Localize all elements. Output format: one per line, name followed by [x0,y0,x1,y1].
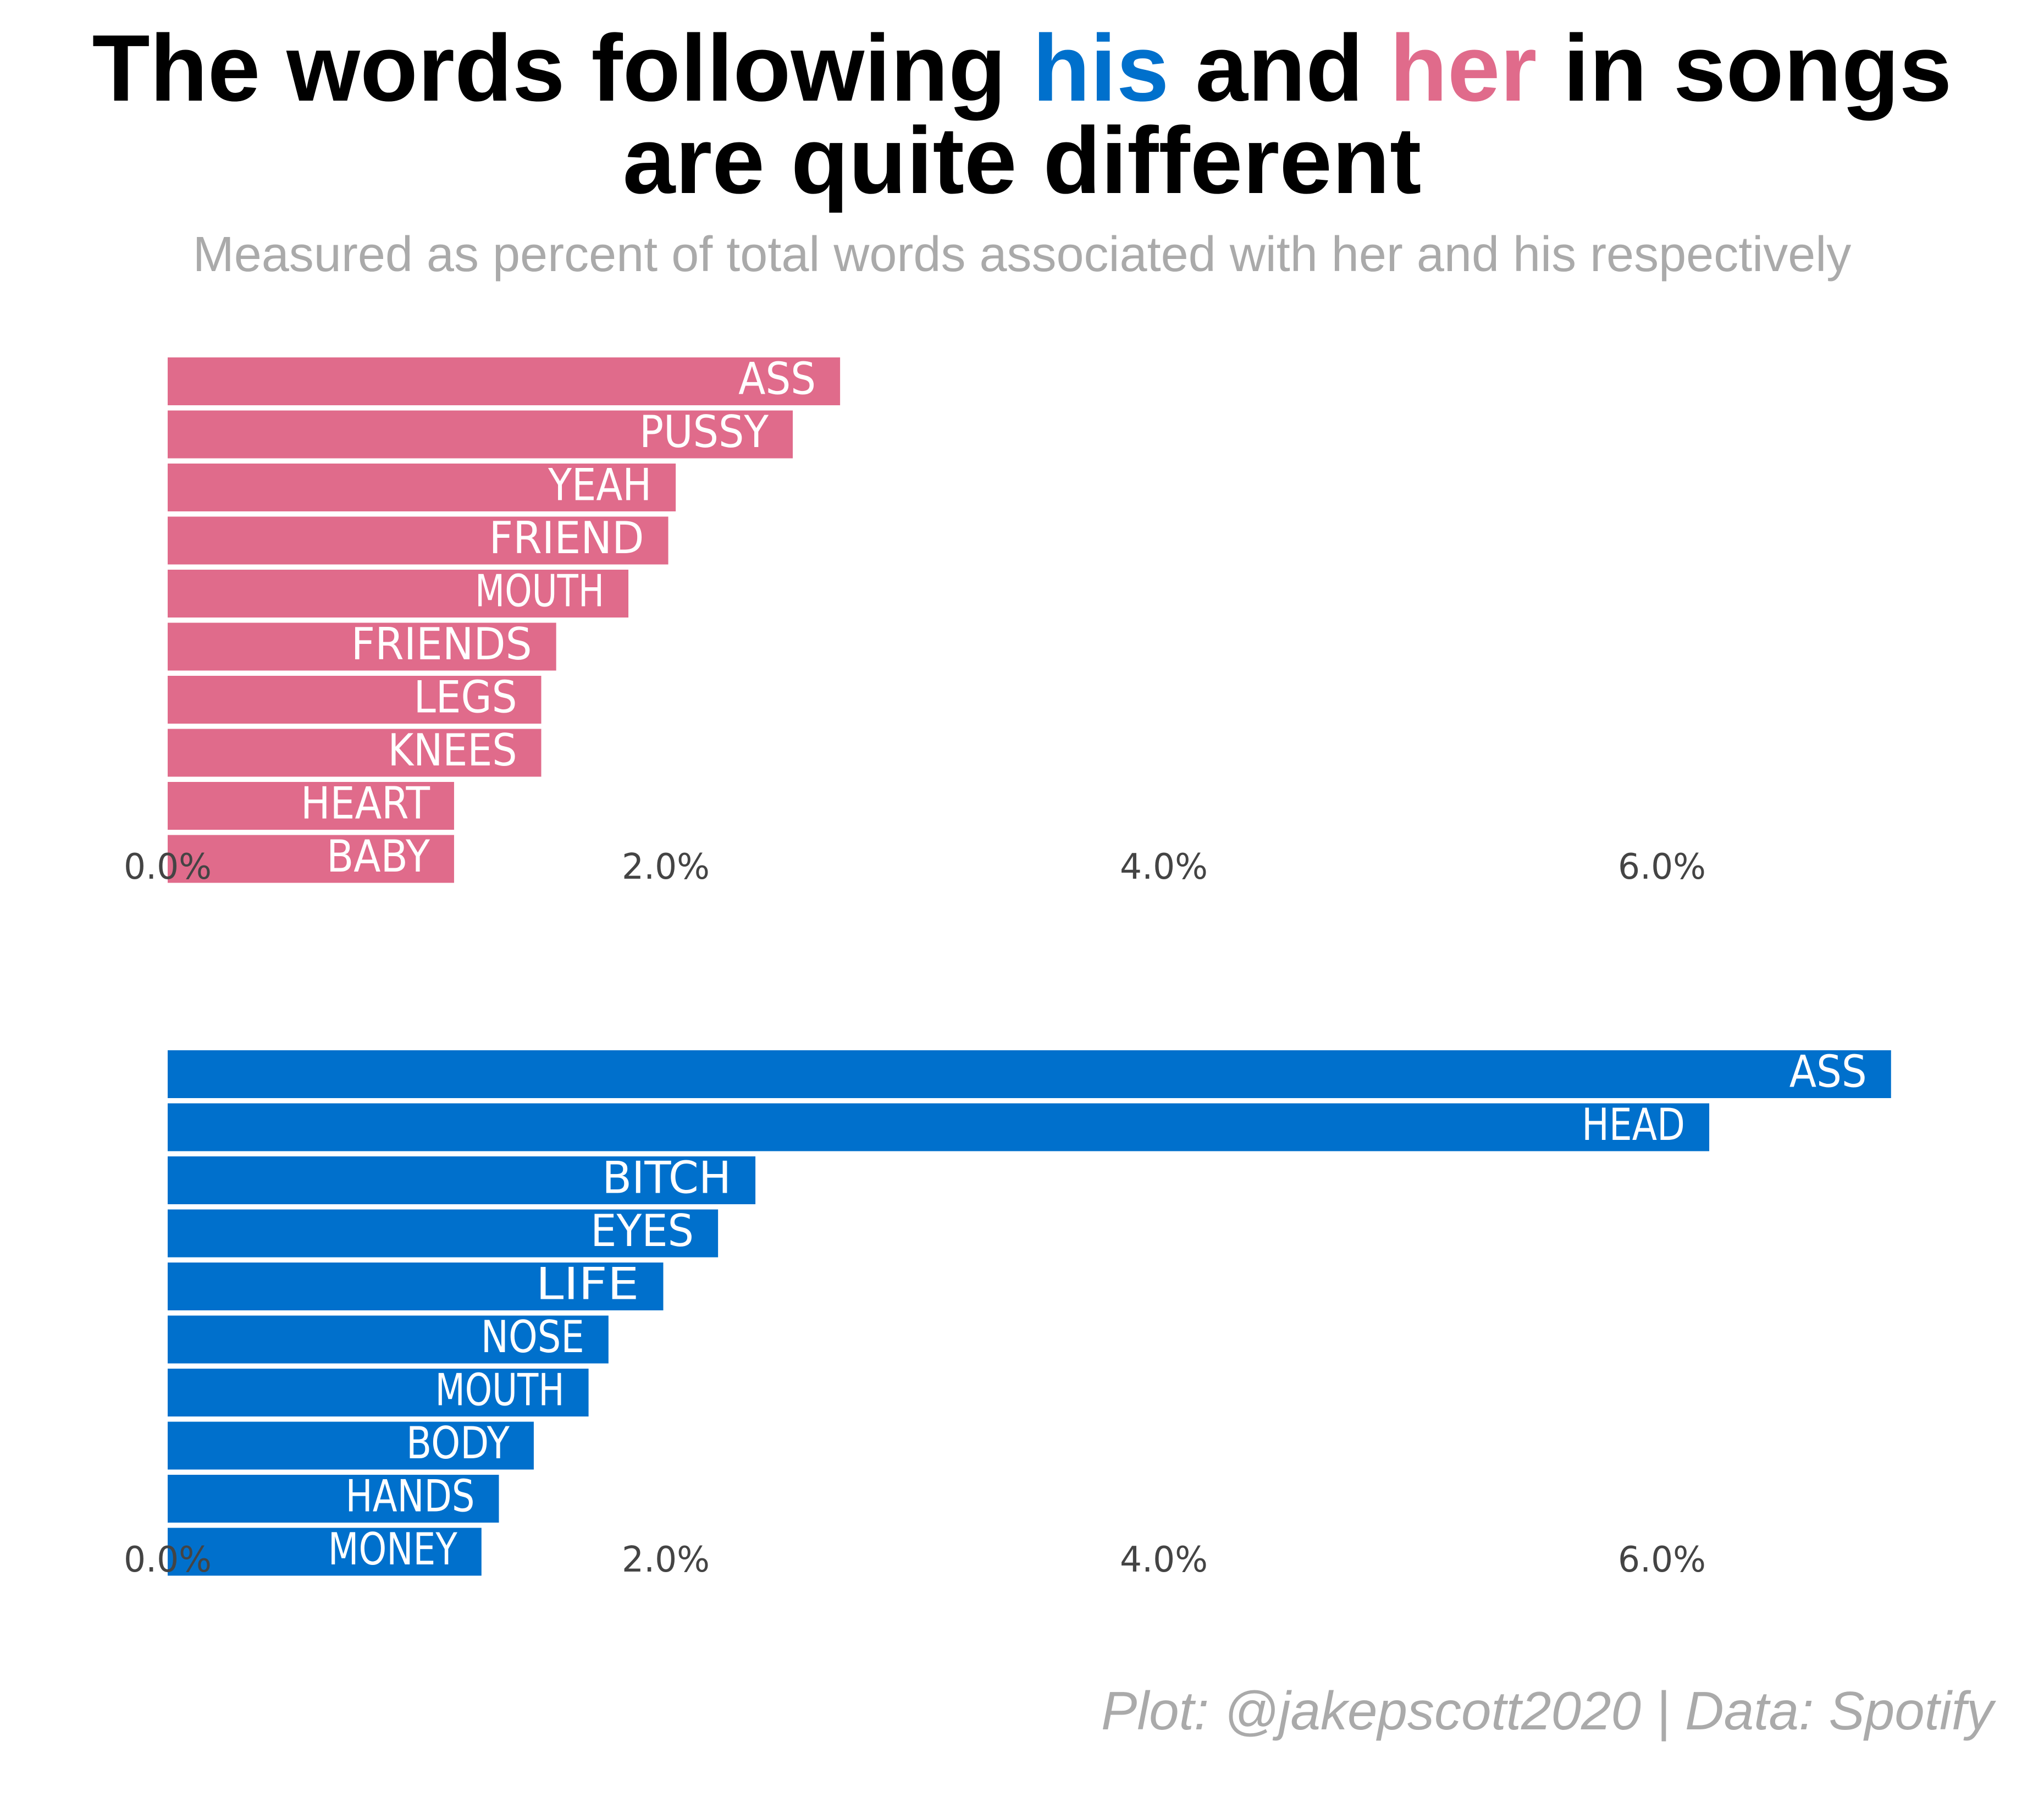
her-x-tick-label: 6.0% [1618,847,1706,888]
his-x-tick-label: 0.0% [124,1540,212,1580]
her-bar-label-ass: ASS [738,353,816,404]
his-bar-label-nose: NOSE [481,1311,584,1363]
title-text-middle: and [1169,15,1390,121]
her-bar-label-yeah: YEAH [548,459,651,510]
her-bar-label-friend: FRIEND [489,512,644,564]
her-x-tick-label: 0.0% [124,847,212,888]
his-chart: ASS HEAD BITCH EYES LIFE NOSE MOUTH BODY HANDS MO… [0,1023,2044,1672]
chart-subtitle: Measured as percent of total words assoc… [192,227,1852,282]
title-text-start: The words following [92,15,1032,121]
his-bar-label-eyes: EYES [590,1205,694,1256]
her-bar-label-friends: FRIENDS [351,619,532,670]
his-bar-life [168,1263,664,1310]
her-bar-label-mouth: MOUTH [475,565,604,616]
her-bar-knees [168,729,542,777]
title-text-end: in songs [1537,15,1952,121]
his-bar-label-life: LIFE [535,1258,639,1309]
her-bar-label-pussy: PUSSY [639,406,769,457]
his-bar-label-money: MONEY [328,1524,458,1575]
his-x-tick-label: 6.0% [1618,1540,1706,1580]
his-bar-label-bitch: BITCH [602,1152,731,1203]
his-bar-label-head: HEAD [1582,1099,1685,1150]
his-bar-eyes [168,1209,719,1258]
his-bar-money [168,1528,482,1576]
her-x-tick-label: 2.0% [622,847,710,888]
his-bar-label-body: BODY [406,1418,510,1469]
her-bar-friend [168,516,669,565]
her-bar-mouth [168,570,629,618]
his-bar-ass [168,1050,1891,1098]
chart-caption: Plot: @jakepscott2020 | Data: Spotify [1101,1680,1993,1741]
her-bar-heart [168,782,454,830]
her-bar-label-heart: HEART [301,778,430,829]
her-bar-friends [168,622,556,671]
his-bar-nose [168,1315,609,1364]
chart-title-line-2: are quite different [622,108,1422,213]
his-bar-chart-svg: ASS HEAD BITCHEYESLIFENOSEMOUTHBODYHANDSMO… [124,1046,1891,1580]
her-bar-label-knees: KNEES [388,725,517,776]
title-word-her: her [1389,15,1537,121]
his-bar-hands [168,1475,499,1523]
his-bar-mouth [168,1369,589,1416]
her-x-tick-label: 4.0% [1120,847,1208,888]
his-x-tick-label: 2.0% [622,1540,710,1580]
his-bar-head [168,1103,1710,1151]
chart-title-line-1: The words following his and her in songs [0,21,2044,115]
his-x-tick-label: 4.0% [1120,1540,1208,1580]
her-bar-baby [168,835,454,883]
her-bar-pussy [168,410,793,459]
his-bar-label-mouth: MOUTH [435,1364,565,1415]
his-bar-bitch [168,1156,756,1204]
her-bar-chart-svg: ASSPUSSYYEAHFRIENDMOUTHFRIENDSLEGSKNEESH… [124,353,1706,888]
his-bar-label-ass: ASS [1789,1046,1867,1097]
her-bar-legs [168,676,542,724]
her-bar-yeah [168,464,676,511]
title-word-his: his [1032,15,1169,121]
her-bar-label-legs: LEGS [414,671,517,723]
his-bar-body [168,1421,534,1470]
her-bar-label-baby: BABY [327,831,430,882]
her-bar-ass [168,357,841,405]
his-bar-label-hands: HANDS [345,1470,474,1522]
her-chart: ASS PUSSY YEAH FRIEND MOUTH FRIENDS LEGS KNEES H… [0,330,2044,979]
